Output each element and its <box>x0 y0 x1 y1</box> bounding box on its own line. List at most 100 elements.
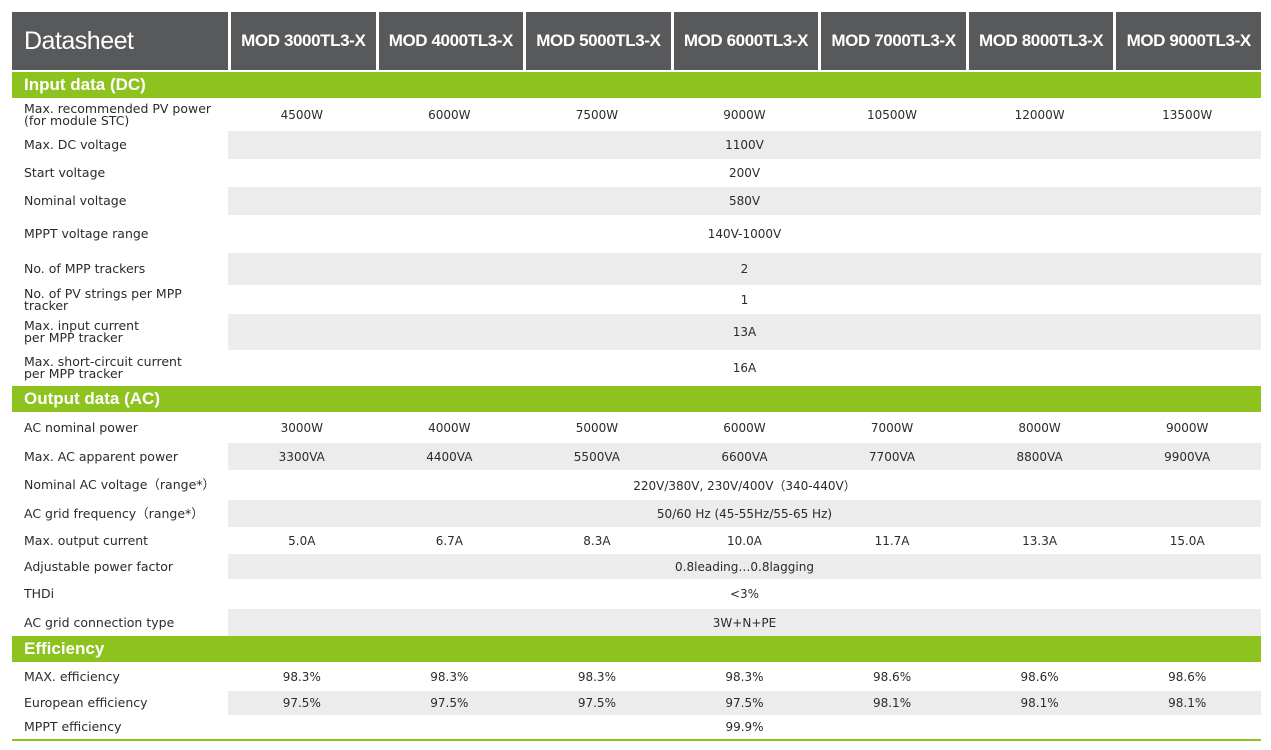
cell-value: 98.1% <box>965 691 1114 715</box>
row-label: Max. AC apparent power <box>12 443 228 470</box>
row-label: No. of MPP trackers <box>12 253 228 285</box>
table-row: Adjustable power factor 0.8leading…0.8la… <box>12 554 1261 579</box>
table-row: Max. DC voltage 1100V <box>12 131 1261 159</box>
table-row: Max. recommended PV power (for module ST… <box>12 98 1261 131</box>
row-label: THDi <box>12 579 228 609</box>
table-row: AC nominal power 3000W 4000W 5000W 6000W… <box>12 412 1261 443</box>
row-label: Max. DC voltage <box>12 131 228 159</box>
row-label: AC grid frequency（range*） <box>12 500 228 527</box>
cell-value: 98.6% <box>1113 662 1261 691</box>
cell-value: 7000W <box>818 412 966 443</box>
section-header-input-dc: Input data (DC) <box>12 72 1261 98</box>
cell-value: 8.3A <box>523 527 671 554</box>
row-label: European efficiency <box>12 691 228 715</box>
section-header-efficiency: Efficiency <box>12 636 1261 662</box>
cell-value: 5.0A <box>228 527 376 554</box>
cell-value: 7700VA <box>818 443 966 470</box>
cell-value: 98.1% <box>818 691 966 715</box>
datasheet-title: Datasheet <box>12 12 228 70</box>
row-label: MAX. efficiency <box>12 662 228 691</box>
model-header: MOD 9000TL3-X <box>1113 12 1261 70</box>
cell-value: 97.5% <box>670 691 819 715</box>
cell-value: 9000W <box>1113 412 1261 443</box>
table-row: Start voltage 200V <box>12 159 1261 187</box>
cell-value: 9000W <box>670 98 819 131</box>
table-row: Nominal AC voltage（range*） 220V/380V, 23… <box>12 470 1261 500</box>
cell-value: 1100V <box>228 131 1261 159</box>
cell-value: 10500W <box>818 98 966 131</box>
row-label: Max. short-circuit current per MPP track… <box>12 350 228 386</box>
row-label: Nominal AC voltage（range*） <box>12 470 228 500</box>
table-row: MPPT voltage range 140V-1000V <box>12 215 1261 253</box>
datasheet-table: Datasheet MOD 3000TL3-X MOD 4000TL3-X MO… <box>12 12 1261 741</box>
cell-value: 1 <box>228 285 1261 314</box>
cell-value: 15.0A <box>1113 527 1261 554</box>
cell-value: 0.8leading…0.8lagging <box>228 554 1261 579</box>
row-label: No. of PV strings per MPP tracker <box>12 285 228 314</box>
row-label: Max. output current <box>12 527 228 554</box>
model-header: MOD 8000TL3-X <box>965 12 1114 70</box>
table-row: MAX. efficiency 98.3% 98.3% 98.3% 98.3% … <box>12 662 1261 691</box>
section-title: Input data (DC) <box>12 72 1261 98</box>
cell-value: 98.6% <box>965 662 1114 691</box>
cell-value: 6600VA <box>670 443 819 470</box>
table-row: AC grid frequency（range*） 50/60 Hz (45-5… <box>12 500 1261 527</box>
cell-value: 5500VA <box>523 443 671 470</box>
cell-value: 13A <box>228 314 1261 350</box>
cell-value: 4400VA <box>375 443 524 470</box>
table-row: Max. short-circuit current per MPP track… <box>12 350 1261 386</box>
cell-value: 2 <box>228 253 1261 285</box>
table-row: AC grid connection type 3W+N+PE <box>12 609 1261 636</box>
header-row: Datasheet MOD 3000TL3-X MOD 4000TL3-X MO… <box>12 12 1261 70</box>
table-row: Max. output current 5.0A 6.7A 8.3A 10.0A… <box>12 527 1261 554</box>
table-row: Max. input current per MPP tracker 13A <box>12 314 1261 350</box>
cell-value: 6000W <box>375 98 524 131</box>
cell-value: 98.6% <box>818 662 966 691</box>
cell-value: <3% <box>228 579 1261 609</box>
section-title: Efficiency <box>12 636 1261 662</box>
cell-value: 3000W <box>228 412 376 443</box>
cell-value: 3W+N+PE <box>228 609 1261 636</box>
model-header: MOD 3000TL3-X <box>228 12 376 70</box>
cell-value: 6000W <box>670 412 819 443</box>
cell-value: 97.5% <box>228 691 376 715</box>
row-label: AC nominal power <box>12 412 228 443</box>
cell-value: 7500W <box>523 98 671 131</box>
table-row: European efficiency 97.5% 97.5% 97.5% 97… <box>12 691 1261 715</box>
row-label: Adjustable power factor <box>12 554 228 579</box>
row-label: Max. input current per MPP tracker <box>12 314 228 350</box>
table-row: No. of PV strings per MPP tracker 1 <box>12 285 1261 314</box>
table-row: Max. AC apparent power 3300VA 4400VA 550… <box>12 443 1261 470</box>
cell-value: 98.3% <box>670 662 819 691</box>
cell-value: 98.3% <box>375 662 524 691</box>
cell-value: 97.5% <box>523 691 671 715</box>
row-label: Nominal voltage <box>12 187 228 215</box>
cell-value: 3300VA <box>228 443 376 470</box>
table-row: THDi <3% <box>12 579 1261 609</box>
cell-value: 16A <box>228 350 1261 386</box>
cell-value: 4500W <box>228 98 376 131</box>
cell-value: 5000W <box>523 412 671 443</box>
cell-value: 13.3A <box>965 527 1114 554</box>
table-row: Nominal voltage 580V <box>12 187 1261 215</box>
cell-value: 140V-1000V <box>228 215 1261 253</box>
model-header: MOD 4000TL3-X <box>375 12 524 70</box>
cell-value: 4000W <box>375 412 524 443</box>
cell-value: 99.9% <box>228 715 1261 739</box>
cell-value: 97.5% <box>375 691 524 715</box>
row-label: MPPT efficiency <box>12 715 228 739</box>
cell-value: 11.7A <box>818 527 966 554</box>
cell-value: 50/60 Hz (45-55Hz/55-65 Hz) <box>228 500 1261 527</box>
cell-value: 98.3% <box>228 662 376 691</box>
section-header-output-ac: Output data (AC) <box>12 386 1261 412</box>
cell-value: 6.7A <box>375 527 524 554</box>
cell-value: 200V <box>228 159 1261 187</box>
cell-value: 98.3% <box>523 662 671 691</box>
model-header: MOD 7000TL3-X <box>818 12 966 70</box>
table-row: MPPT efficiency 99.9% <box>12 715 1261 739</box>
cell-value: 10.0A <box>670 527 819 554</box>
cell-value: 580V <box>228 187 1261 215</box>
row-label: MPPT voltage range <box>12 215 228 253</box>
row-label: Max. recommended PV power (for module ST… <box>12 98 228 131</box>
cell-value: 8800VA <box>965 443 1114 470</box>
